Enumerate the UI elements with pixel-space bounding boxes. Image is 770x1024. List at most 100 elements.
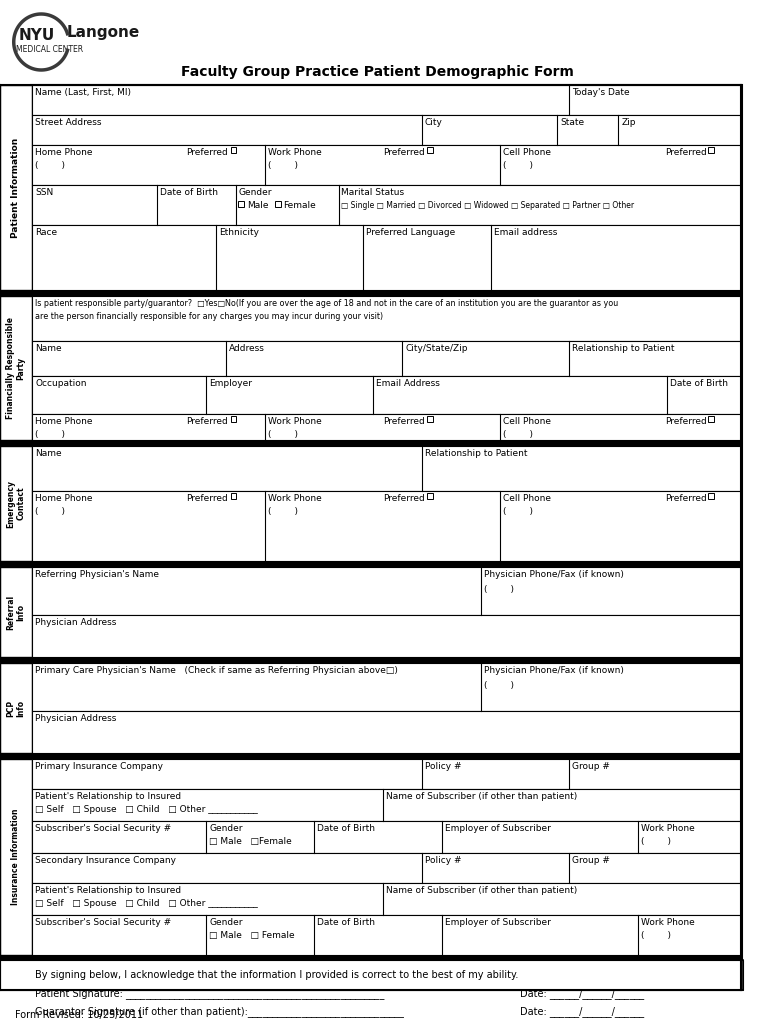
Text: Is patient responsible party/guarantor?  □Yes□No(If you are over the age of 18 a: Is patient responsible party/guarantor? …: [35, 299, 618, 308]
Text: Policy #: Policy #: [425, 762, 461, 771]
Text: Name of Subscriber (if other than patient): Name of Subscriber (if other than patien…: [386, 886, 577, 895]
Text: Date: ______/______/______: Date: ______/______/______: [520, 1006, 644, 1017]
Bar: [427, 146, 433, 153]
Text: Physician Address: Physician Address: [35, 618, 117, 627]
Text: Preferred: Preferred: [383, 494, 424, 503]
Text: Date: ______/______/______: Date: ______/______/______: [520, 988, 644, 998]
Text: Employer: Employer: [209, 379, 252, 388]
Bar: [0, 567, 32, 657]
Text: Patient Information: Patient Information: [12, 137, 20, 238]
Text: Date of Birth: Date of Birth: [160, 188, 218, 197]
Bar: [32, 414, 741, 440]
Bar: [32, 296, 741, 341]
Text: (        ): ( ): [641, 931, 671, 940]
Bar: [230, 146, 236, 153]
Text: Date of Birth: Date of Birth: [670, 379, 728, 388]
Text: City: City: [425, 118, 443, 127]
Bar: [32, 821, 741, 853]
Bar: [32, 446, 741, 490]
Text: Employer of Subscriber: Employer of Subscriber: [444, 824, 551, 833]
Text: Preferred: Preferred: [383, 148, 424, 157]
Bar: [32, 883, 741, 915]
Text: Name of Subscriber (if other than patient): Name of Subscriber (if other than patien…: [386, 792, 577, 801]
Text: Preferred Language: Preferred Language: [366, 228, 455, 237]
Text: Group #: Group #: [572, 856, 610, 865]
Text: Marital Status: Marital Status: [341, 188, 404, 197]
Text: Form Revised: 10/25/2011: Form Revised: 10/25/2011: [15, 1010, 143, 1020]
Text: NYU: NYU: [18, 28, 55, 43]
Bar: [0, 753, 743, 759]
Text: Patient's Relationship to Insured: Patient's Relationship to Insured: [35, 886, 182, 895]
Bar: [32, 185, 741, 225]
Text: □ Male   □ Female: □ Male □ Female: [209, 931, 295, 940]
Text: Subscriber's Social Security #: Subscriber's Social Security #: [35, 918, 172, 927]
Text: Female: Female: [283, 201, 316, 210]
Text: Work Phone: Work Phone: [641, 824, 695, 833]
Text: PCP
Info: PCP Info: [6, 699, 25, 717]
Text: Cell Phone: Cell Phone: [504, 494, 551, 503]
Text: State: State: [561, 118, 584, 127]
Bar: [32, 376, 741, 414]
Bar: [32, 145, 741, 185]
Text: Group #: Group #: [572, 762, 610, 771]
Text: Street Address: Street Address: [35, 118, 102, 127]
Text: Physician Phone/Fax (if known): Physician Phone/Fax (if known): [484, 570, 624, 579]
Bar: [427, 416, 433, 422]
Text: (        ): ( ): [641, 837, 671, 846]
Bar: [708, 416, 715, 422]
Text: (        ): ( ): [504, 507, 534, 516]
Text: (        ): ( ): [35, 161, 65, 170]
Text: Gender: Gender: [239, 188, 272, 197]
Bar: [708, 493, 715, 499]
Text: Langone: Langone: [67, 26, 140, 41]
Bar: [427, 493, 433, 499]
Text: Guarantor Signature (if other than patient):________________________________: Guarantor Signature (if other than patie…: [35, 1006, 404, 1017]
Text: Today's Date: Today's Date: [572, 88, 630, 97]
Text: (        ): ( ): [268, 161, 298, 170]
Bar: [239, 201, 244, 207]
Text: (        ): ( ): [35, 507, 65, 516]
Text: Work Phone: Work Phone: [268, 417, 322, 426]
Text: Secondary Insurance Company: Secondary Insurance Company: [35, 856, 176, 865]
Text: Insurance Information: Insurance Information: [12, 809, 20, 905]
Bar: [32, 115, 741, 145]
Text: Email Address: Email Address: [376, 379, 440, 388]
Text: Cell Phone: Cell Phone: [504, 417, 551, 426]
Text: (        ): ( ): [484, 585, 514, 594]
Bar: [0, 759, 32, 955]
Text: (        ): ( ): [268, 430, 298, 439]
Bar: [32, 225, 741, 290]
Text: Preferred: Preferred: [186, 494, 228, 503]
Bar: [32, 790, 741, 821]
Text: Home Phone: Home Phone: [35, 494, 93, 503]
Bar: [0, 440, 743, 446]
Text: Preferred: Preferred: [383, 417, 424, 426]
Text: By signing below, I acknowledge that the information I provided is correct to th: By signing below, I acknowledge that the…: [35, 970, 519, 980]
Text: Work Phone: Work Phone: [268, 494, 322, 503]
Text: Gender: Gender: [209, 918, 243, 927]
Text: Relationship to Patient: Relationship to Patient: [572, 344, 675, 353]
Text: Physician Phone/Fax (if known): Physician Phone/Fax (if known): [484, 666, 624, 675]
Bar: [32, 85, 742, 985]
Text: Occupation: Occupation: [35, 379, 87, 388]
Text: □ Self   □ Spouse   □ Child   □ Other ___________: □ Self □ Spouse □ Child □ Other ________…: [35, 899, 258, 908]
Text: Preferred: Preferred: [186, 417, 228, 426]
Text: Home Phone: Home Phone: [35, 417, 93, 426]
Bar: [0, 955, 743, 961]
Bar: [0, 663, 32, 753]
Text: Faculty Group Practice Patient Demographic Form: Faculty Group Practice Patient Demograph…: [182, 65, 574, 79]
Bar: [32, 853, 741, 883]
Text: Employer of Subscriber: Employer of Subscriber: [444, 918, 551, 927]
Bar: [0, 561, 743, 567]
Bar: [230, 416, 236, 422]
Bar: [32, 85, 741, 115]
Bar: [0, 657, 743, 663]
Bar: [275, 201, 280, 207]
Text: Patient Signature: _____________________________________________________: Patient Signature: _____________________…: [35, 988, 385, 998]
Text: are the person financially responsible for any charges you may incur during your: are the person financially responsible f…: [35, 312, 383, 321]
Text: Work Phone: Work Phone: [641, 918, 695, 927]
Bar: [0, 296, 32, 440]
Bar: [32, 663, 741, 711]
Text: Emergency
Contact: Emergency Contact: [6, 479, 25, 527]
Bar: [32, 615, 741, 657]
